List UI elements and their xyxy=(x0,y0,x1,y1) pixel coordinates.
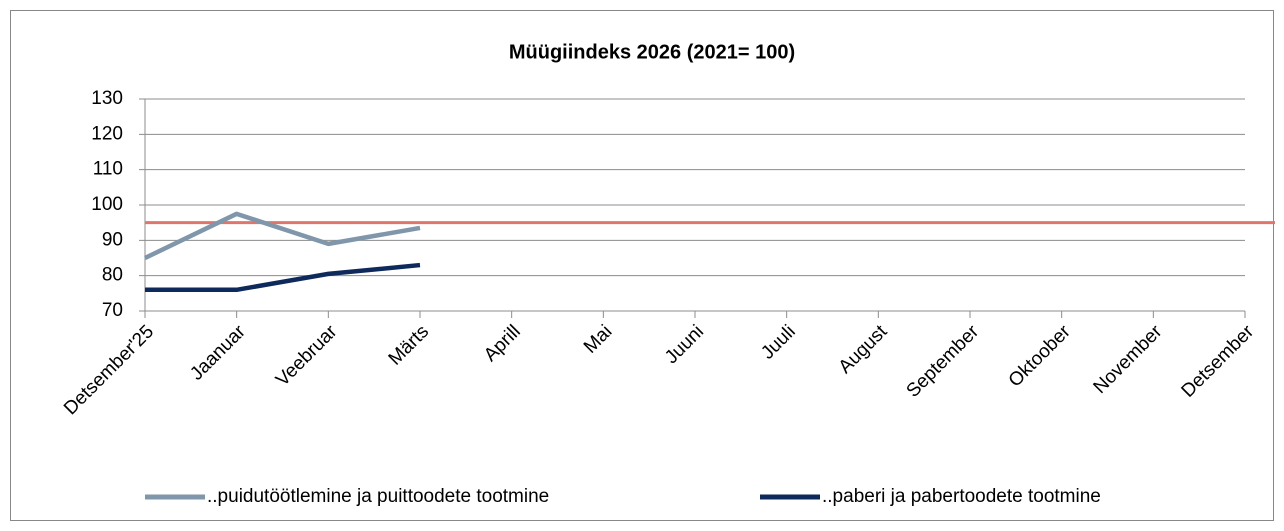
series-line xyxy=(144,211,421,261)
y-tick-label: 90 xyxy=(102,229,123,250)
series-line xyxy=(145,262,421,293)
legend-label: ..paberi ja pabertoodete tootmine xyxy=(822,486,1101,507)
y-tick-label: 120 xyxy=(91,123,123,144)
legend-label: ..puidutöötlemine ja puittoodete tootmin… xyxy=(207,486,549,507)
y-tick-label: 110 xyxy=(93,159,123,180)
y-tick-label: 100 xyxy=(91,194,123,215)
y-tick-label: 70 xyxy=(102,300,123,321)
chart-title: Müügiindeks 2026 (2021= 100) xyxy=(509,41,795,63)
y-tick-label: 130 xyxy=(91,88,123,109)
chart-border xyxy=(10,10,1274,521)
y-tick-label: 80 xyxy=(102,265,123,286)
